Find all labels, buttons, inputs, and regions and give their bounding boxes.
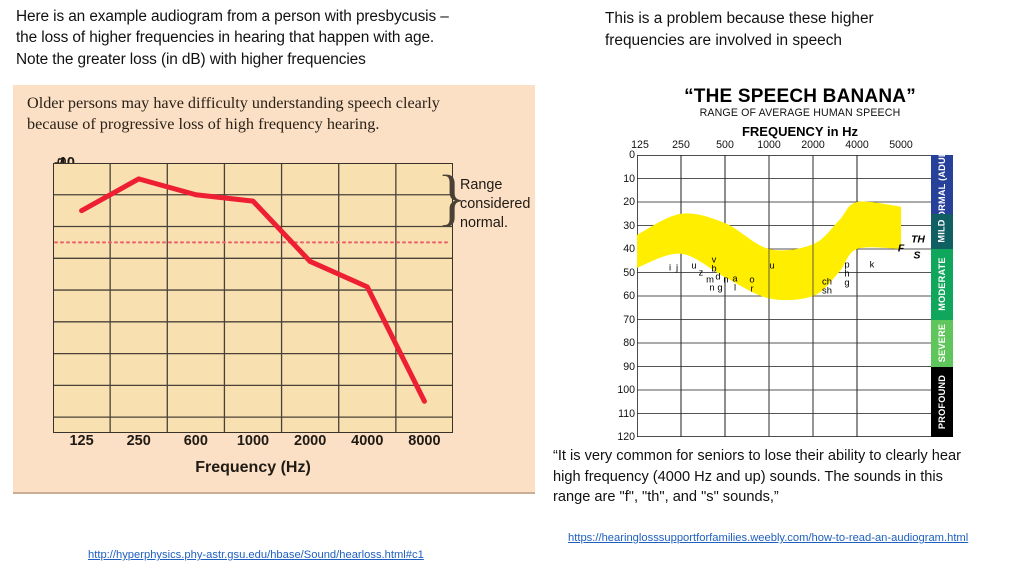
bottom-quote: “It is very common for seniors to lose t… (553, 446, 1023, 508)
phoneme-label: v (711, 253, 717, 265)
bottom-quote-line-1: “It is very common for seniors to lose t… (553, 448, 961, 464)
phoneme-label: h (844, 267, 850, 279)
left-heading-line-1: Here is an example audiogram from a pers… (16, 8, 449, 25)
speech-banana-x-tick: 4000 (845, 139, 869, 151)
phoneme-label: k (869, 258, 875, 270)
speech-banana-x-tick: 1000 (757, 139, 781, 151)
speech-banana-x-tick: 500 (716, 139, 734, 151)
speech-banana-plot (637, 155, 947, 437)
audiogram-caption-line-2: because of progressive loss of high freq… (27, 115, 380, 134)
speech-banana-y-tick: 110 (618, 407, 635, 420)
audiogram-x-tick: 250 (126, 433, 151, 449)
phoneme-label: F (897, 243, 905, 255)
audiogram-x-tick: 2000 (294, 433, 327, 449)
audiogram-caption: Older persons may have difficulty unders… (27, 93, 527, 136)
speech-banana-y-tick: 10 (623, 172, 635, 185)
phoneme-label: ch (822, 275, 832, 287)
phoneme-label: a (732, 272, 738, 284)
speech-banana-y-tick: 30 (623, 219, 635, 232)
audiogram-x-axis-label: Frequency (Hz) (195, 459, 311, 476)
phoneme-label: S (913, 250, 921, 262)
phoneme-label: l (733, 281, 737, 293)
right-source-link[interactable]: https://hearinglosssupportforfamilies.we… (568, 532, 969, 544)
phoneme-label: r (750, 282, 754, 294)
speech-banana-x-tick: 250 (672, 139, 690, 151)
speech-banana-y-tick: 90 (623, 360, 635, 373)
phoneme-label: sh (822, 284, 832, 296)
severity-band: PROFOUND (931, 366, 953, 437)
speech-banana-y-axis-label-box: LOUDNESS in dB (600, 155, 653, 437)
speech-banana-y-tick: 120 (617, 431, 635, 443)
phoneme-label: TH (911, 234, 925, 246)
audiogram-caption-line-1: Older persons may have difficulty unders… (27, 94, 440, 112)
phoneme-label: g (717, 281, 723, 293)
speech-banana-y-tick: 70 (623, 313, 635, 326)
severity-band: MILD (931, 213, 953, 249)
severity-band-label: SEVERE (937, 323, 948, 363)
speech-banana-x-tick: 125 (631, 139, 649, 151)
phoneme-label: m (706, 273, 714, 285)
severity-band: MODERATE (931, 249, 953, 320)
degree-label-box: DEGREE OF HEARING LOSS (953, 155, 973, 437)
right-heading-line-1: This is a problem because these higher (605, 10, 874, 27)
phoneme-label: b (711, 262, 717, 274)
right-heading: This is a problem because these higher f… (605, 8, 1015, 52)
audiogram-x-tick: 1000 (236, 433, 270, 449)
speech-banana-y-tick: 100 (617, 384, 635, 396)
audiogram-plot (53, 163, 453, 433)
phoneme-label: g (844, 276, 850, 288)
speech-banana-y-tick: 40 (623, 243, 635, 255)
audiogram-x-tick: 8000 (408, 433, 441, 449)
audiogram-x-tick: 600 (183, 433, 208, 449)
speech-banana-frequency-label: FREQUENCY in Hz (741, 124, 859, 139)
speech-banana-title: “THE SPEECH BANANA” (684, 86, 916, 107)
left-source-link[interactable]: http://hyperphysics.phy-astr.gsu.edu/hba… (88, 549, 424, 561)
speech-banana-x-tick: 5000 (889, 139, 913, 151)
severity-band-label: PROFOUND (937, 374, 947, 429)
phoneme-label: p (844, 258, 850, 270)
speech-banana-x-ticks: 125 250 500 1000 2000 4000 5000 (600, 139, 1020, 154)
audiogram-x-tick: 125 (69, 433, 94, 449)
speech-banana-x-tick: 2000 (801, 139, 825, 151)
speech-banana-subtitle: RANGE OF AVERAGE HUMAN SPEECH (699, 107, 901, 119)
phoneme-label: n (723, 273, 729, 285)
speech-banana-y-tick: 20 (623, 196, 635, 208)
speech-banana-y-tick: 80 (623, 337, 635, 349)
audiogram-x-ticks: 125 250 600 1000 2000 4000 8000 (53, 433, 453, 455)
speech-banana-y-ticks: 0 10 20 30 40 50 60 70 80 90 100 110 120 (600, 149, 635, 443)
severity-band: NORMAL (ADULT) (931, 143, 953, 225)
left-heading: Here is an example audiogram from a pers… (16, 6, 546, 70)
phoneme-label: j (675, 261, 679, 273)
left-heading-line-2: the loss of higher frequencies in hearin… (16, 29, 435, 47)
phoneme-label: u (691, 259, 697, 271)
right-heading-line-2: frequencies are involved in speech (605, 31, 842, 49)
bottom-quote-line-2: high frequency (4000 Hz and up) sounds. … (553, 468, 943, 485)
left-heading-line-3: Note the greater loss (in dB) with highe… (16, 50, 366, 68)
range-note-text: Range considered normal. (460, 177, 531, 232)
audiogram-panel: Older persons may have difficulty unders… (13, 85, 535, 494)
phoneme-label: u (769, 259, 775, 271)
phoneme-label: d (715, 270, 721, 282)
speech-banana-y-tick: 60 (623, 290, 635, 302)
phoneme-label: z (698, 266, 704, 278)
severity-band-label: MILD (937, 219, 948, 244)
range-bracket-icon: } (437, 164, 467, 232)
phoneme-label: i (668, 261, 672, 273)
bottom-quote-line-3: range are "f", "th", and "s" sounds,” (553, 489, 779, 506)
audiogram-chart: Hearing loss - decibels -100102030405060… (13, 85, 535, 492)
audiogram-x-tick: 4000 (351, 433, 384, 449)
speech-banana-y-tick: 0 (629, 149, 635, 161)
severity-band-label: MODERATE (937, 257, 947, 312)
phoneme-label: o (749, 273, 755, 285)
speech-banana-y-tick: 50 (623, 266, 635, 279)
severity-band: SEVERE (931, 319, 953, 367)
severity-bar: NORMAL (ADULT) MILD MODERATE SEVERE PROFOUND (931, 143, 953, 437)
phoneme-label: n (709, 281, 715, 293)
